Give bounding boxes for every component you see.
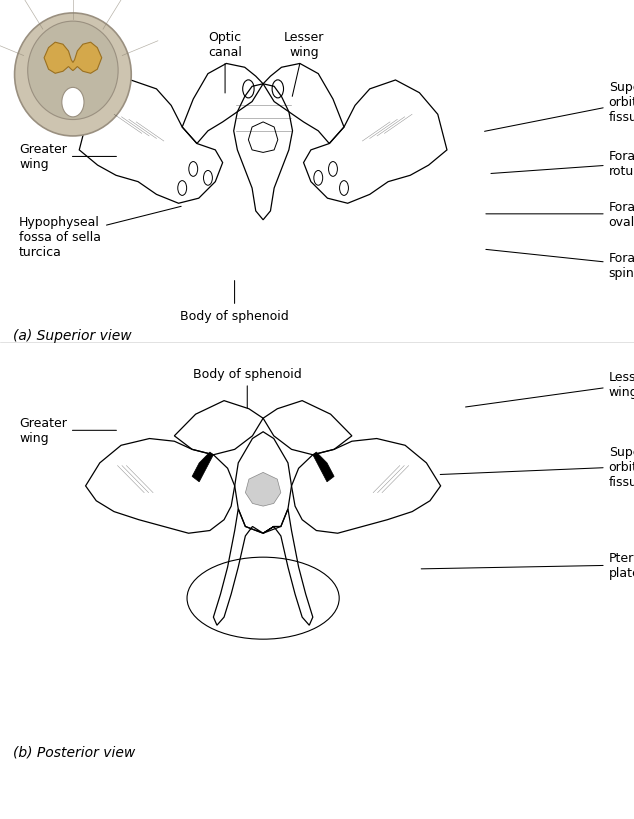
Text: Foramen
ovale: Foramen ovale: [486, 201, 634, 229]
Text: Greater
wing: Greater wing: [19, 143, 117, 171]
Ellipse shape: [62, 88, 84, 118]
Text: Pterygoid
plates: Pterygoid plates: [421, 551, 634, 579]
Polygon shape: [313, 452, 334, 482]
Ellipse shape: [28, 22, 118, 120]
Text: Body of sphenoid: Body of sphenoid: [193, 368, 302, 409]
Text: Lesser
wing: Lesser wing: [284, 31, 325, 97]
Text: Hypophyseal
fossa of sella
turcica: Hypophyseal fossa of sella turcica: [19, 207, 181, 259]
Text: Superior
orbital
fissure: Superior orbital fissure: [484, 81, 634, 132]
Text: Body of sphenoid: Body of sphenoid: [180, 281, 289, 323]
Text: Foramen
spinosum: Foramen spinosum: [486, 250, 634, 280]
Text: (b) Posterior view: (b) Posterior view: [13, 744, 135, 759]
Text: Lesser
wing: Lesser wing: [465, 371, 634, 408]
Text: Greater
wing: Greater wing: [19, 417, 117, 445]
Text: Optic
canal: Optic canal: [208, 31, 242, 94]
Polygon shape: [245, 473, 281, 506]
Ellipse shape: [15, 14, 131, 137]
Polygon shape: [192, 452, 214, 482]
Text: Superior
orbital
fissure: Superior orbital fissure: [440, 446, 634, 488]
Text: (a) Superior view: (a) Superior view: [13, 328, 131, 343]
Text: Foramen
rotundum: Foramen rotundum: [491, 150, 634, 178]
Polygon shape: [44, 43, 101, 75]
